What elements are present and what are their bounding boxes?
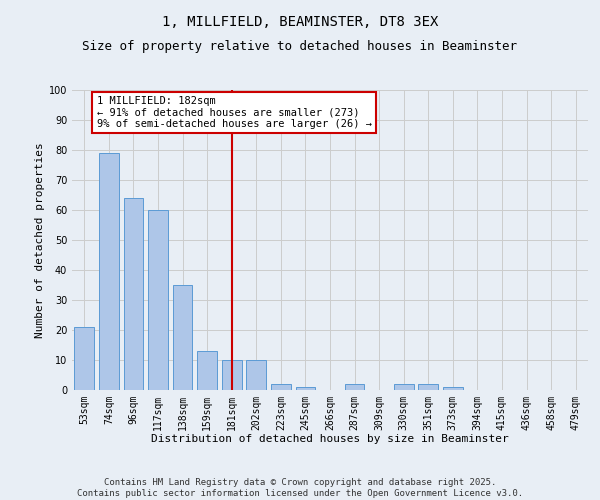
- Bar: [74, 327, 94, 390]
- Bar: [418, 384, 438, 390]
- Bar: [247, 360, 266, 390]
- Bar: [296, 387, 315, 390]
- Bar: [271, 384, 290, 390]
- Bar: [443, 387, 463, 390]
- Bar: [197, 351, 217, 390]
- Text: 1, MILLFIELD, BEAMINSTER, DT8 3EX: 1, MILLFIELD, BEAMINSTER, DT8 3EX: [162, 15, 438, 29]
- Bar: [345, 384, 364, 390]
- Bar: [148, 210, 168, 390]
- Text: 1 MILLFIELD: 182sqm
← 91% of detached houses are smaller (273)
9% of semi-detach: 1 MILLFIELD: 182sqm ← 91% of detached ho…: [97, 96, 371, 129]
- Bar: [124, 198, 143, 390]
- X-axis label: Distribution of detached houses by size in Beaminster: Distribution of detached houses by size …: [151, 434, 509, 444]
- Y-axis label: Number of detached properties: Number of detached properties: [35, 142, 44, 338]
- Text: Contains HM Land Registry data © Crown copyright and database right 2025.
Contai: Contains HM Land Registry data © Crown c…: [77, 478, 523, 498]
- Bar: [99, 153, 119, 390]
- Bar: [394, 384, 413, 390]
- Bar: [173, 285, 193, 390]
- Bar: [222, 360, 242, 390]
- Text: Size of property relative to detached houses in Beaminster: Size of property relative to detached ho…: [83, 40, 517, 53]
